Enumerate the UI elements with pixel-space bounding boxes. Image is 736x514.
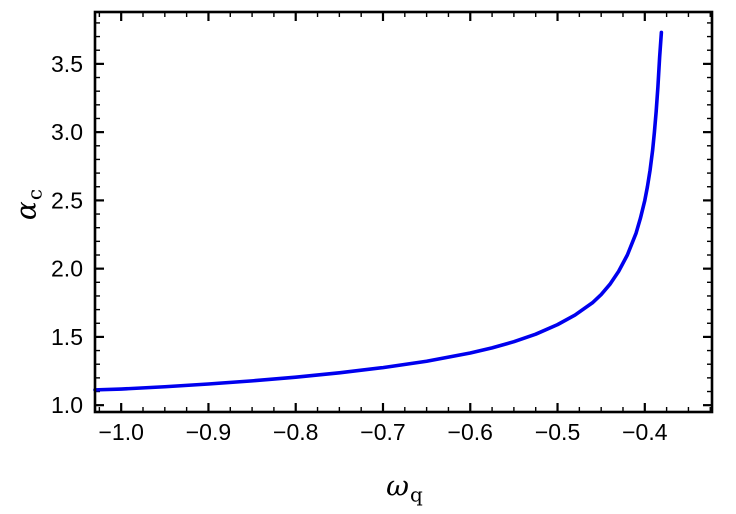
x-axis-symbol: ω: [386, 469, 410, 503]
y-axis-subscript: c: [22, 188, 47, 201]
x-tick-label: −0.5: [535, 419, 580, 445]
y-axis-symbol: α: [9, 201, 43, 221]
y-tick-label: 2.5: [51, 187, 83, 213]
y-tick-label: 2.0: [51, 256, 83, 282]
x-tick-label: −0.4: [622, 419, 668, 445]
x-tick-label: −0.7: [360, 419, 405, 445]
x-tick-label: −0.9: [186, 419, 231, 445]
y-axis-label: αc: [9, 189, 47, 221]
curve-alpha_c_vs_omega_q: [93, 30, 664, 392]
y-tick-label: 3.5: [51, 51, 83, 77]
y-tick-label: 3.0: [51, 119, 83, 145]
x-axis-subscript: q: [410, 482, 423, 507]
plot-frame: [93, 10, 714, 414]
x-tick-label: −0.6: [448, 419, 493, 445]
y-tick-label: 1.0: [51, 392, 83, 418]
x-axis-label: ωq: [386, 469, 423, 507]
x-tick-label: −0.8: [273, 419, 318, 445]
x-tick-label: −1.0: [98, 419, 143, 445]
y-tick-label: 1.5: [51, 324, 83, 350]
